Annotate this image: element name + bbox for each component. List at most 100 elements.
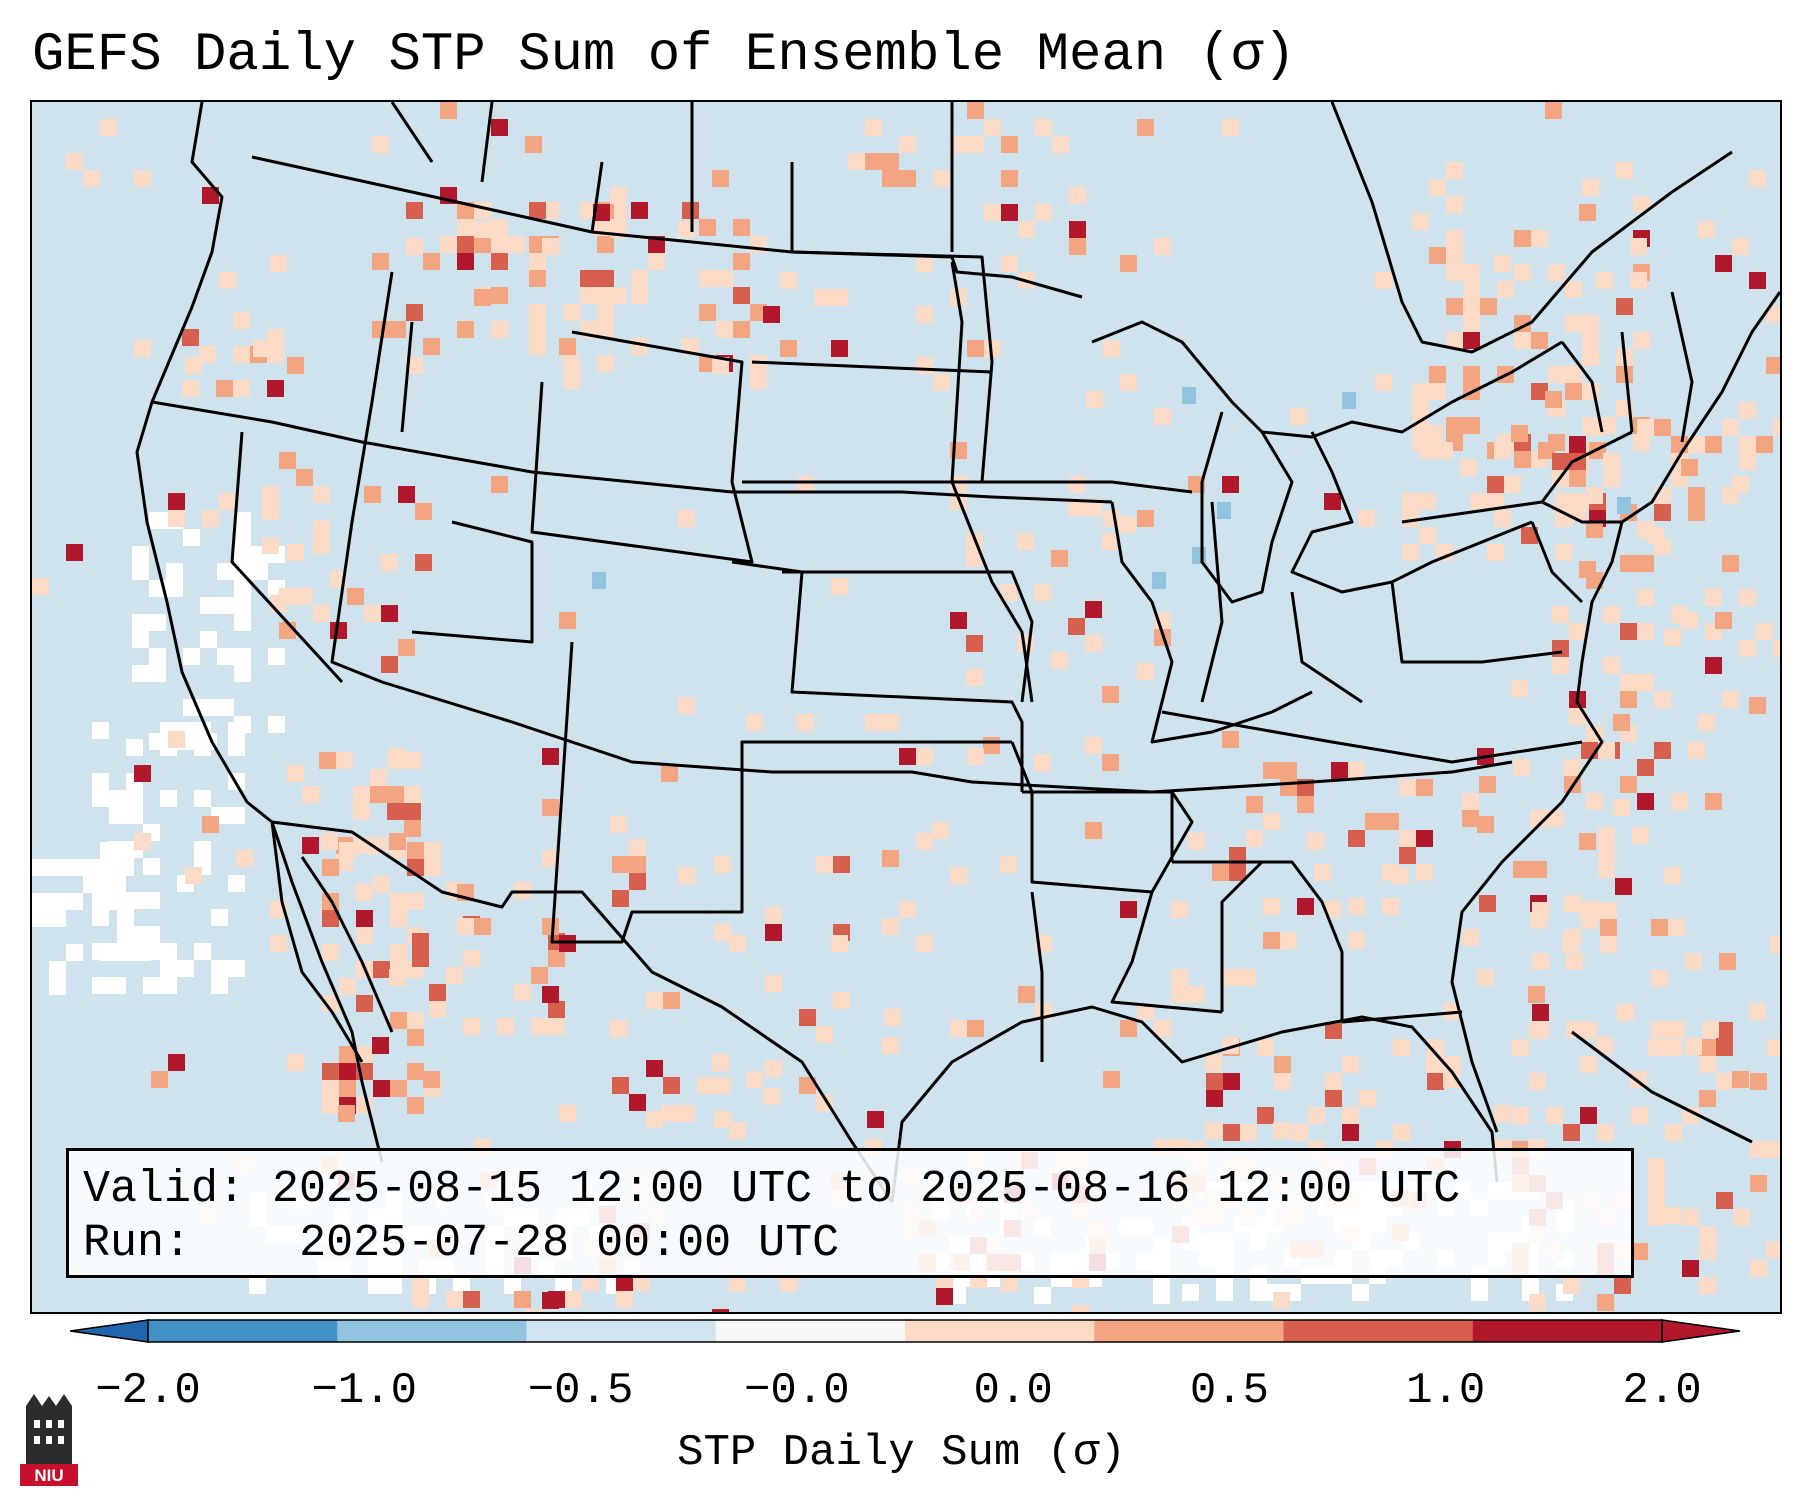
field-cell: [100, 859, 117, 876]
field-cell: [1462, 793, 1479, 810]
field-cell: [262, 503, 279, 520]
field-cell: [1348, 898, 1365, 915]
field-cell: [1034, 584, 1051, 601]
field-cell: [899, 901, 916, 918]
field-cell: [1688, 487, 1705, 504]
field-cell: [1732, 476, 1749, 493]
field-cell: [1770, 936, 1780, 953]
valid-value: 2025-08-15 12:00 UTC to 2025-08-16 12:00…: [272, 1164, 1461, 1215]
field-cell: [1477, 969, 1494, 986]
field-cell: [406, 357, 423, 374]
field-cell: [1051, 652, 1068, 669]
field-cell: [457, 321, 474, 338]
field-cell: [1137, 119, 1154, 136]
field-cell: [1562, 493, 1579, 510]
field-cell: [1600, 936, 1617, 953]
field-cell: [714, 1111, 731, 1128]
field-cell: [1223, 1073, 1240, 1090]
field-cell: [967, 1020, 984, 1037]
field-cell: [1668, 919, 1685, 936]
field-cell: [424, 859, 441, 876]
field-cell: [200, 699, 217, 716]
field-cell: [882, 918, 899, 935]
field-cell: [423, 338, 440, 355]
field-cell: [1487, 493, 1504, 510]
field-cell: [966, 550, 983, 567]
field-cell: [166, 580, 183, 597]
field-cell: [390, 910, 407, 927]
field-cell: [1749, 1003, 1766, 1020]
field-cell: [268, 716, 285, 733]
field-cell: [1586, 487, 1603, 504]
field-cell: [1579, 561, 1596, 578]
field-cell: [950, 1020, 967, 1037]
field-cell: [867, 1111, 884, 1128]
field-cell: [339, 1046, 356, 1063]
field-cell: [555, 1277, 572, 1294]
field-cell: [966, 669, 983, 686]
field-cell: [1429, 366, 1446, 383]
field-cell: [882, 153, 899, 170]
field-cell: [319, 752, 336, 769]
info-box: Valid: 2025-08-15 12:00 UTC to 2025-08-1…: [66, 1148, 1634, 1278]
field-cell: [678, 867, 695, 884]
field-cell: [525, 1309, 542, 1312]
field-cell: [1664, 629, 1681, 646]
field-cell: [712, 1054, 729, 1071]
field-cell: [563, 372, 580, 389]
field-cell: [967, 748, 984, 765]
field-cell: [1766, 357, 1780, 374]
field-cell: [339, 1063, 356, 1080]
field-cell: [1651, 970, 1668, 987]
field-cell: [228, 807, 245, 824]
field-cell: [716, 321, 733, 338]
field-cell: [143, 858, 160, 875]
field-cell: [1603, 453, 1620, 470]
field-cell: [267, 329, 284, 346]
field-cell: [1171, 901, 1188, 918]
field-cell: [339, 1080, 356, 1097]
field-cell: [1017, 533, 1034, 550]
field-cell: [1426, 425, 1443, 442]
field-cell: [1463, 264, 1480, 281]
field-cell: [1280, 932, 1297, 949]
field-cell: [453, 1277, 470, 1294]
field-cell: [1514, 451, 1531, 468]
field-cell: [1562, 935, 1579, 952]
field-cell: [610, 1020, 627, 1037]
field-cell: [1069, 221, 1086, 238]
field-cell: [733, 321, 750, 338]
field-cell: [1654, 504, 1671, 521]
field-cell: [446, 967, 463, 984]
field-cell: [508, 236, 525, 253]
field-cell: [799, 1077, 816, 1094]
field-cell: [412, 1291, 429, 1308]
field-cell: [117, 842, 134, 859]
field-cell: [134, 340, 151, 357]
field-cell: [1462, 810, 1479, 827]
field-cell: [32, 859, 49, 876]
field-cell: [933, 374, 950, 391]
field-cell: [1419, 527, 1436, 544]
field-cell: [1188, 833, 1205, 850]
field-cell: [1722, 691, 1739, 708]
field-cell: [529, 338, 546, 355]
field-cell: [385, 1277, 402, 1294]
run-label: Run:: [83, 1218, 192, 1269]
field-cell: [404, 820, 421, 837]
field-cell: [322, 995, 339, 1012]
field-cell: [1375, 272, 1392, 289]
field-cell: [882, 714, 899, 731]
field-cell: [1429, 383, 1446, 400]
field-cell: [1153, 1287, 1170, 1304]
field-cell: [200, 631, 217, 648]
field-cell: [202, 510, 219, 527]
field-cell: [182, 380, 199, 397]
field-cell: [548, 1018, 565, 1035]
field-cell: [1586, 521, 1603, 538]
map-panel[interactable]: [30, 100, 1782, 1314]
field-cell: [663, 992, 680, 1009]
field-cell: [415, 503, 432, 520]
field-cell: [780, 272, 797, 289]
field-cell: [1579, 204, 1596, 221]
